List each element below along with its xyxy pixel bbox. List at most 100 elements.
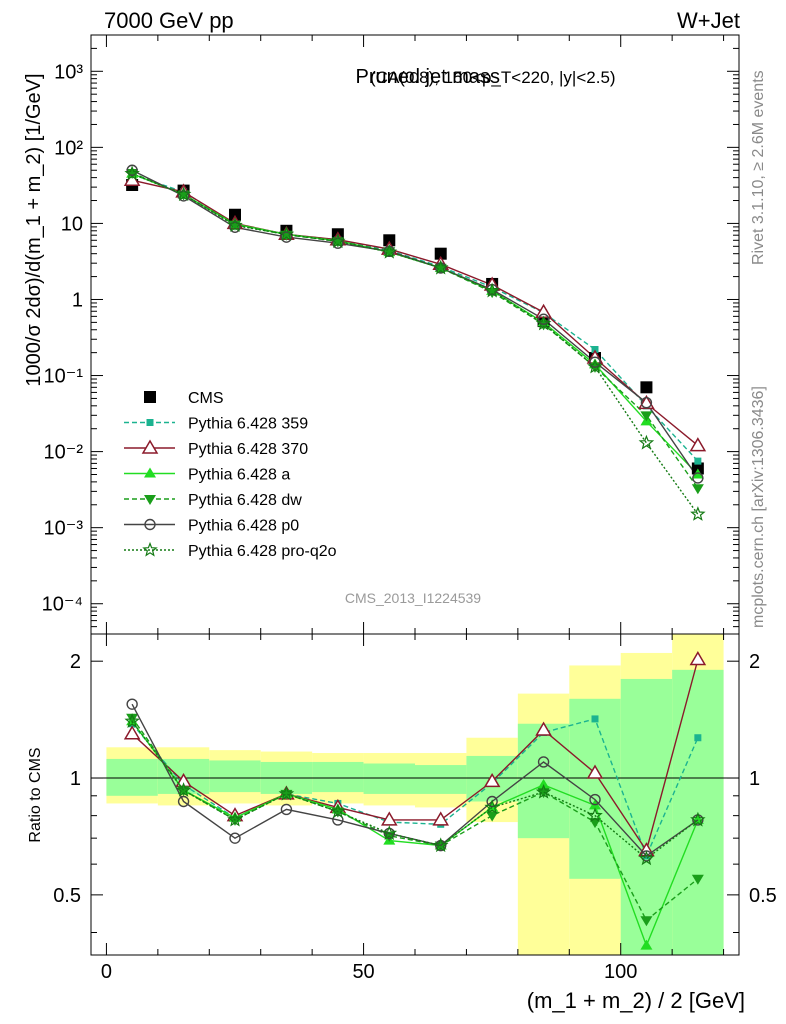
ratio-point-p370-7	[483, 772, 501, 788]
ratio-point-p359-9	[591, 715, 599, 723]
ratio-point-pdw-8	[537, 788, 550, 799]
ratio-point-pq2o-6	[432, 837, 449, 853]
series-line-pq2o	[131, 173, 699, 515]
header-right-label: W+Jet	[677, 8, 740, 33]
analysis-watermark: CMS_2013_I1224539	[345, 590, 481, 606]
ratio-point-pp0-0	[126, 698, 138, 710]
ratio-bands	[106, 634, 724, 955]
series-line-pp0	[131, 169, 699, 479]
y-tick-label-4: 1	[72, 289, 83, 311]
ratio-point-pq2o-3	[278, 785, 295, 801]
ratio-point-pq2o-2	[227, 811, 243, 827]
band-green-6	[415, 765, 467, 794]
point-cms-5	[383, 234, 396, 247]
ratio-point-pq2o-1	[175, 782, 192, 797]
point-pq2o-11	[690, 506, 706, 521]
ratio-point-pq2o-10	[638, 850, 655, 866]
legend-marker-pa	[144, 467, 156, 478]
y-tick-label-1: 10⁻³	[44, 518, 84, 540]
legend-marker-pp0	[144, 518, 156, 531]
ratio-tick-label-left-1: 1	[70, 768, 81, 790]
point-pq2o-8	[535, 315, 552, 331]
plot-title-cuts: (CA(0.8), 150<p_T<220, |y|<2.5)	[370, 68, 616, 87]
legend-label-cms: CMS	[188, 390, 224, 407]
point-pq2o-3	[278, 226, 295, 241]
point-pp0-0	[126, 164, 138, 176]
point-cms-2	[229, 208, 241, 221]
ratio-point-p370-9	[586, 764, 604, 779]
ratio-point-pq2o-8	[535, 783, 552, 799]
legend-entry-pq2o: Pythia 6.428 pro-q2o	[124, 541, 337, 560]
legend-entry-pdw: Pythia 6.428 dw	[124, 492, 302, 509]
band-green-5	[363, 763, 415, 794]
band-green-9	[569, 698, 621, 879]
ratio-point-pp0-8	[537, 756, 550, 768]
ratio-point-pa-8	[537, 778, 550, 789]
y-ticks: 10⁻⁴ 10⁻³ 10⁻² 10⁻¹ 1 10 10² 10³	[42, 34, 739, 635]
legend-marker-p359	[146, 419, 154, 426]
point-cms-11	[691, 462, 704, 475]
ratio-point-pp0-2	[229, 832, 241, 844]
point-pq2o-10	[638, 434, 655, 450]
point-pq2o-1	[175, 186, 192, 202]
point-pp0-4	[332, 237, 344, 249]
series-line-p370	[131, 179, 699, 447]
ratio-point-pdw-4	[331, 807, 344, 818]
ratio-point-p370-11	[689, 651, 707, 666]
point-pp0-10	[640, 396, 653, 409]
band-green-10	[620, 678, 673, 955]
x-tick-label-0: 0	[101, 961, 112, 983]
ratio-point-pdw-0	[126, 713, 139, 724]
ratio-point-p359-11	[694, 734, 702, 742]
point-pp0-3	[280, 231, 293, 243]
ratio-point-pdw-3	[280, 789, 293, 800]
x-axis-label: (m_1 + m_2) / 2 [GeV]	[527, 988, 745, 1013]
point-pp0-8	[537, 313, 550, 325]
legend-marker-p370	[141, 439, 159, 454]
legend-label-pp0: Pythia 6.428 p0	[188, 518, 299, 535]
ratio-point-pp0-3	[280, 803, 293, 816]
point-p370-11	[689, 437, 707, 452]
legend-label-pa: Pythia 6.428 a	[188, 467, 290, 484]
point-pq2o-4	[330, 233, 346, 249]
ratio-point-pdw-1	[177, 786, 190, 797]
band-green-2	[209, 760, 261, 793]
mcplots-label: mcplots.cern.ch [arXiv:1306.3436]	[750, 386, 767, 628]
ratio-tick-label-left-2: 2	[70, 651, 81, 673]
ratio-tick-label-left-0: 0.5	[53, 885, 81, 907]
y-axis-label: 1000/σ 2dσ)/d(m_1 + m_2) [1/GeV]	[23, 73, 45, 386]
point-cms-6	[434, 247, 447, 260]
ratio-y-axis-label: Ratio to CMS	[27, 747, 44, 842]
legend: CMS Pythia 6.428 359 Pythia 6.428 370 Pythi…	[124, 390, 337, 560]
point-pq2o-6	[432, 259, 449, 275]
legend-label-pq2o: Pythia 6.428 pro-q2o	[188, 543, 337, 560]
legend-label-p359: Pythia 6.428 359	[188, 416, 308, 433]
x-ticks: 0 50 100	[101, 35, 725, 983]
point-cms-10	[640, 381, 653, 394]
point-pq2o-2	[227, 217, 243, 233]
x-tick-label-100: 100	[604, 961, 637, 983]
ratio-line-p359	[131, 718, 699, 858]
ratio-line-pdw	[131, 717, 699, 922]
x-tick-label-50: 50	[352, 961, 374, 983]
point-p359-9	[591, 345, 599, 353]
point-p359-11	[694, 457, 702, 465]
main-plot: 10⁻⁴ 10⁻³ 10⁻² 10⁻¹ 1 10 10² 10³	[42, 34, 740, 635]
legend-label-pdw: Pythia 6.428 dw	[188, 492, 302, 509]
y-tick-label-3: 10⁻¹	[44, 366, 84, 388]
ratio-line-p370	[131, 659, 699, 853]
ratio-point-pp0-9	[589, 793, 601, 806]
y-tick-label-0: 10⁻⁴	[42, 594, 83, 616]
ratio-point-pdw-7	[486, 811, 499, 822]
ratio-line-pp0	[131, 703, 699, 857]
point-pq2o-9	[587, 358, 603, 374]
point-pp0-2	[229, 221, 241, 233]
y-tick-label-7: 10³	[54, 61, 83, 83]
band-green-0	[106, 758, 158, 796]
ratio-tick-label-right-0: 0.5	[749, 885, 777, 907]
main-series	[123, 164, 707, 521]
legend-entry-cms: CMS	[144, 390, 224, 407]
ratio-point-p370-6	[432, 811, 450, 826]
legend-marker-pq2o	[142, 541, 158, 557]
